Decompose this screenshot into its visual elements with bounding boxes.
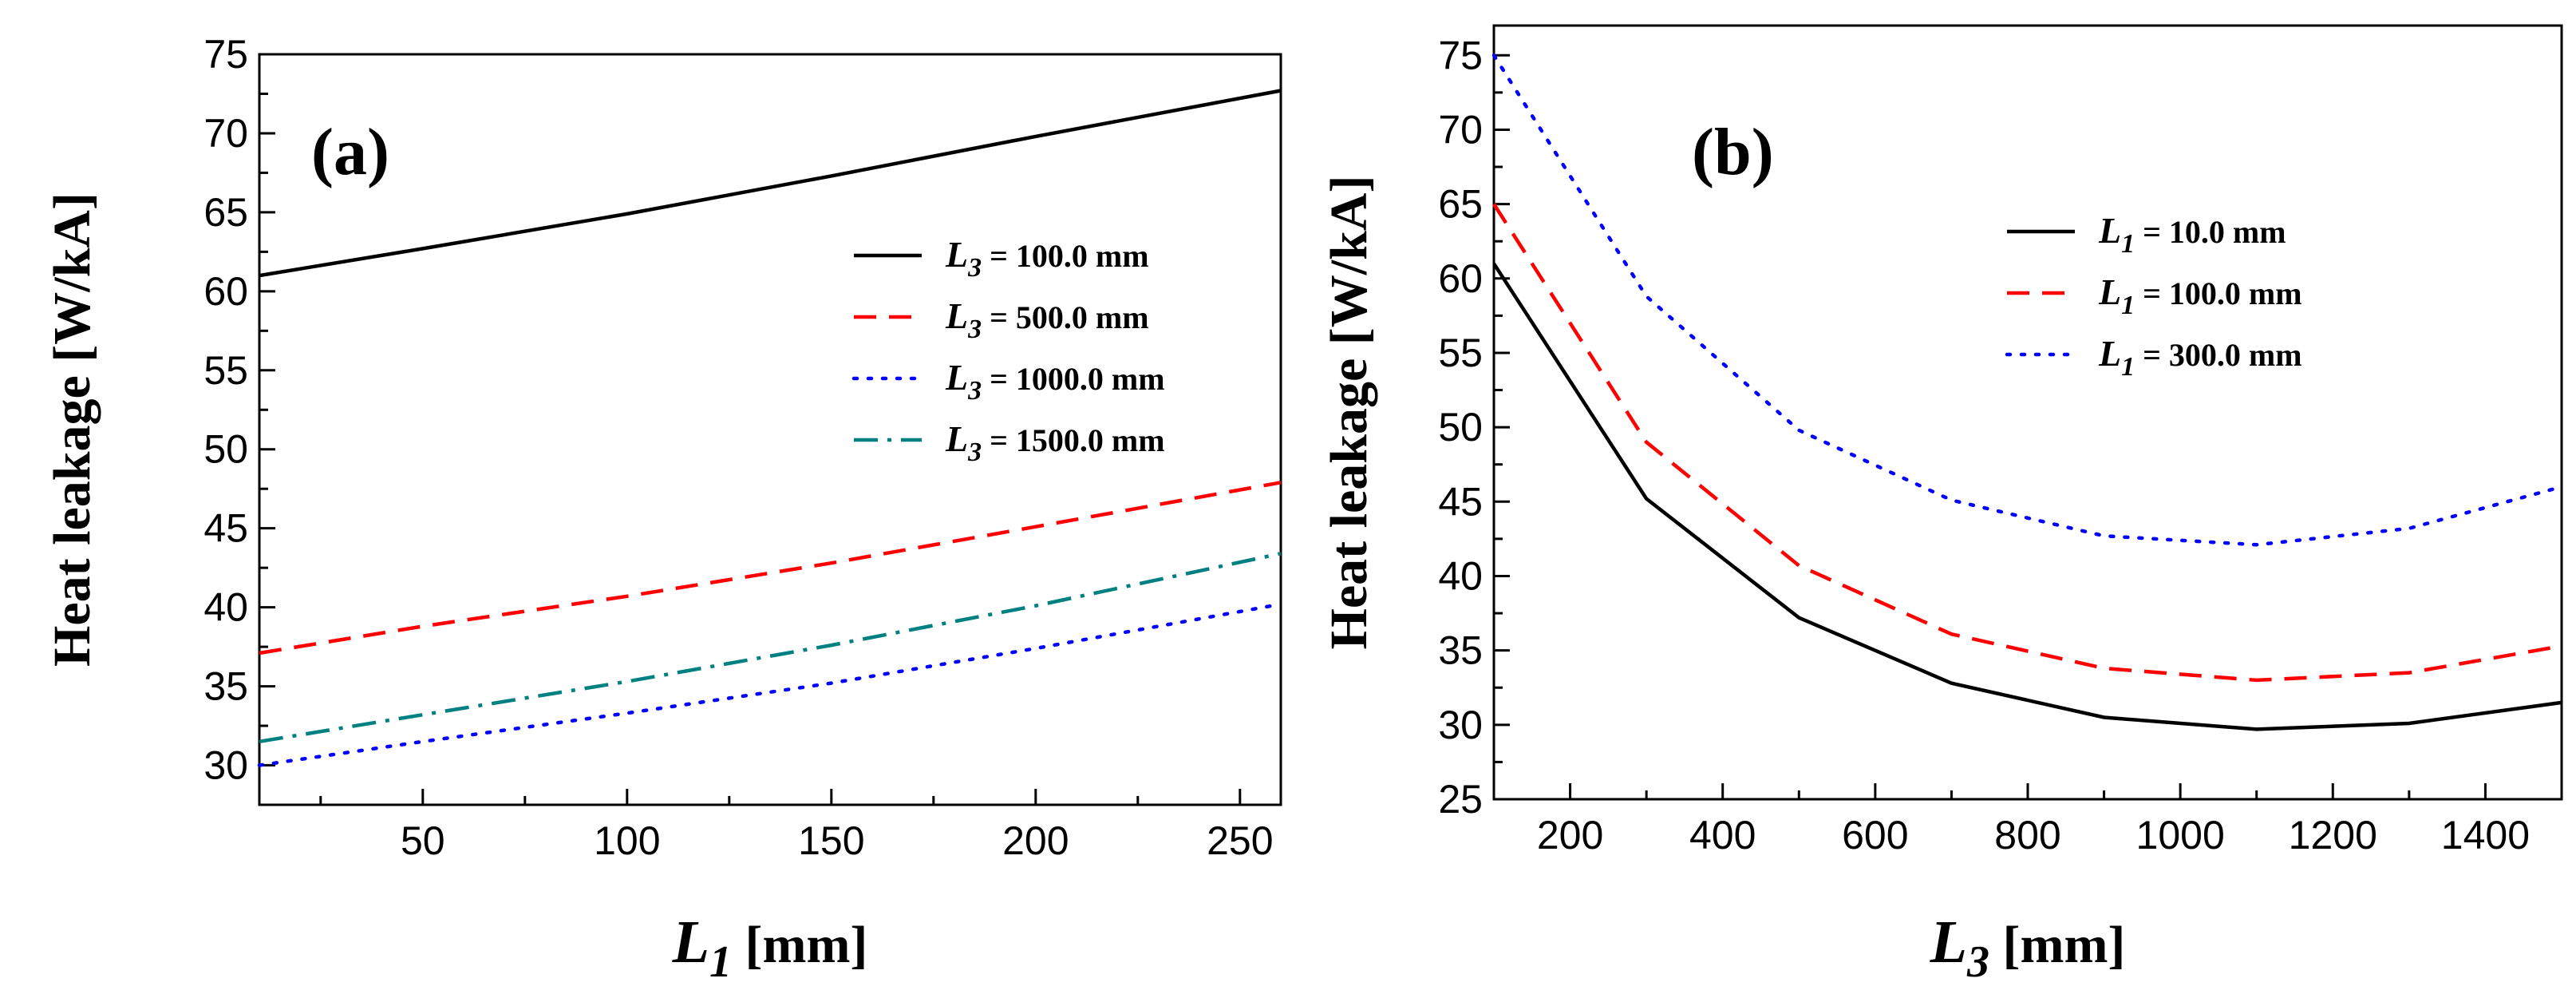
y-tick-label-b: 60 — [1438, 256, 1483, 301]
legend-var: L — [945, 234, 968, 275]
y-tick-label-b: 40 — [1438, 553, 1483, 598]
x-tick-label-a: 100 — [594, 818, 660, 863]
legend-rest: = 500.0 mm — [982, 299, 1148, 335]
y-tick-label-a: 70 — [203, 111, 248, 156]
chart-panel-b: 200 400 600 800 1000 1200 1400 25 30 35 40 45 50 55 60… — [1320, 24, 2564, 987]
legend-var: L — [945, 295, 968, 336]
legend-label-a-3: L3 = 1000.0 mm — [945, 357, 1165, 406]
y-tick-label-a: 50 — [203, 427, 248, 472]
legend-rest: = 1500.0 mm — [982, 422, 1164, 458]
legend-rest: = 1000.0 mm — [982, 361, 1164, 397]
y-tick-label-b: 75 — [1438, 33, 1483, 77]
x-tick-label-a: 50 — [401, 818, 445, 863]
legend-label-a-2: L3 = 500.0 mm — [945, 295, 1149, 344]
legend-var: L — [2098, 271, 2121, 312]
y-tick-label-b: 55 — [1438, 331, 1483, 375]
x-axis-title-a: L1 [mm] — [672, 909, 868, 987]
plot-frame-b — [1492, 24, 2563, 801]
x-tick-label-a: 250 — [1207, 818, 1273, 863]
panel-label-b: (b) — [1692, 115, 1774, 189]
x-tick-label-a: 150 — [798, 818, 864, 863]
legend-sub: 1 — [2121, 291, 2135, 320]
x-tick-label-b: 1000 — [2136, 813, 2225, 857]
plot-frame-a — [258, 53, 1282, 806]
y-tick-label-b: 45 — [1438, 479, 1483, 524]
x-axis-title-unit: [mm] — [732, 916, 867, 974]
y-tick-label-a: 35 — [203, 664, 248, 709]
series-line-b-2 — [1492, 203, 2562, 683]
y-tick-label-a: 45 — [203, 506, 248, 551]
x-tick-label-b: 400 — [1689, 813, 1756, 857]
x-axis-title-var: L — [1930, 909, 1967, 976]
x-tick-label-b: 600 — [1842, 813, 1908, 857]
legend-var: L — [945, 357, 968, 398]
legend-label-a-1: L3 = 100.0 mm — [945, 234, 1149, 283]
x-tick-label-b: 800 — [1994, 813, 2060, 857]
series-line-a-1 — [259, 89, 1282, 278]
y-tick-label-a: 30 — [203, 743, 248, 788]
series-line-a-2 — [259, 481, 1282, 655]
x-tick-label-b: 1400 — [2441, 813, 2530, 857]
x-axis-title-unit: [mm] — [1989, 916, 2125, 974]
y-tick-label-b: 25 — [1438, 777, 1483, 822]
legend-rest: = 10.0 mm — [2135, 214, 2286, 250]
y-tick-label-b: 50 — [1438, 405, 1483, 450]
legend-label-b-1: L1 = 10.0 mm — [2098, 210, 2286, 259]
y-tick-label-b: 30 — [1438, 703, 1483, 747]
legend-sub: 1 — [2121, 229, 2135, 259]
x-tick-label-b: 1200 — [2289, 813, 2377, 857]
series-line-b-1 — [1492, 262, 2562, 731]
y-tick-label-a: 55 — [203, 348, 248, 393]
legend-var: L — [2098, 210, 2121, 251]
x-axis-title-b: L3 [mm] — [1930, 909, 2126, 987]
y-tick-label-b: 65 — [1438, 182, 1483, 227]
legend-sub: 3 — [967, 438, 982, 467]
legend-rest: = 300.0 mm — [2135, 337, 2301, 373]
y-tick-label-a: 40 — [203, 585, 248, 630]
series-line-a-3 — [257, 602, 1283, 767]
x-axis-title-var: L — [672, 909, 709, 976]
legend-var: L — [945, 418, 968, 459]
panel-label-a: (a) — [311, 115, 389, 189]
legend-rest: = 100.0 mm — [2135, 275, 2301, 311]
legend-sub: 3 — [967, 315, 982, 344]
legend-label-b-3: L1 = 300.0 mm — [2098, 333, 2302, 382]
legend-var: L — [2098, 333, 2121, 374]
legend-label-b-2: L1 = 100.0 mm — [2098, 271, 2302, 320]
y-tick-label-b: 70 — [1438, 107, 1483, 152]
y-axis-title-a: Heat leakage [W/kA] — [43, 192, 101, 667]
y-tick-label-a: 65 — [203, 190, 248, 235]
x-axis-title-sub: 1 — [709, 937, 732, 987]
y-tick-label-a: 75 — [203, 32, 248, 77]
x-tick-label-a: 200 — [1002, 818, 1069, 863]
legend-sub: 3 — [967, 376, 982, 406]
series-line-a-4 — [259, 552, 1282, 744]
x-axis-title-sub: 3 — [1966, 937, 1989, 987]
x-tick-label-b: 200 — [1537, 813, 1603, 857]
y-tick-label-b: 35 — [1438, 628, 1483, 673]
legend-label-a-4: L3 = 1500.0 mm — [945, 418, 1165, 467]
legend-sub: 3 — [967, 253, 982, 283]
series-line-b-3 — [1491, 53, 2564, 547]
y-tick-label-a: 60 — [203, 269, 248, 314]
legend-rest: = 100.0 mm — [982, 238, 1148, 274]
legend-sub: 1 — [2121, 352, 2135, 382]
y-axis-title-b: Heat leakage [W/kA] — [1320, 176, 1378, 650]
